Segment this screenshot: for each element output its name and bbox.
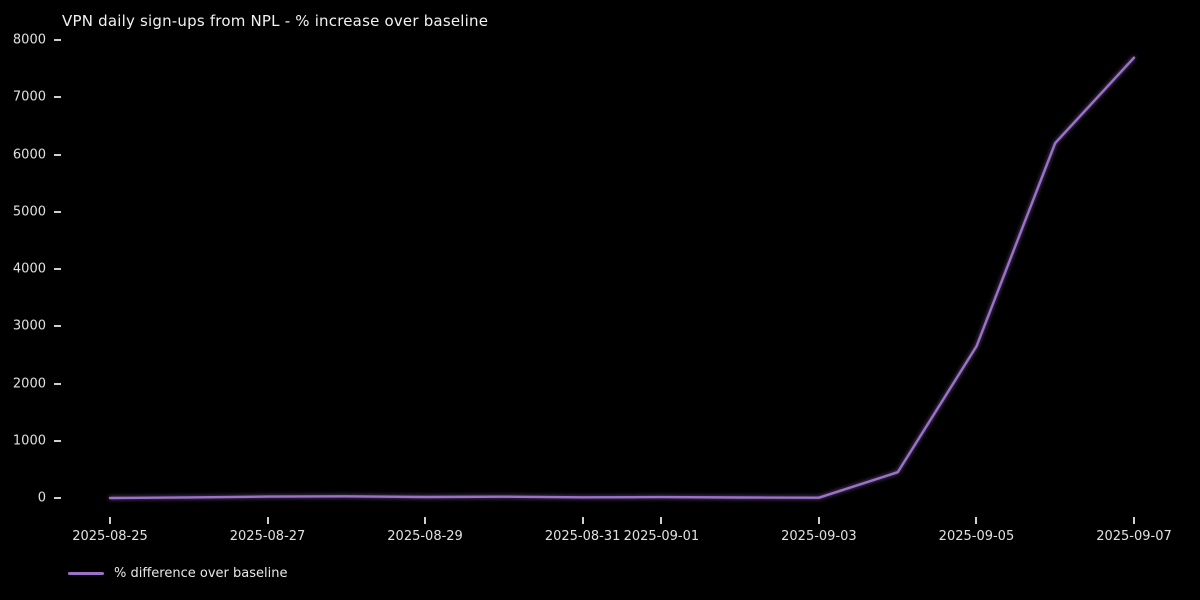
x-tick-label: 2025-08-31 bbox=[544, 529, 621, 544]
y-tick-label: 3000 bbox=[12, 318, 46, 334]
y-tick-label: 4000 bbox=[12, 261, 46, 277]
x-tick-label: 2025-09-07 bbox=[1096, 529, 1172, 544]
x-tick-label: 2025-08-29 bbox=[387, 529, 463, 544]
x-tick-label: 2025-08-25 bbox=[72, 529, 148, 544]
y-tick-mark bbox=[54, 153, 61, 156]
y-tick-label: 8000 bbox=[12, 32, 46, 48]
x-tick-mark bbox=[424, 517, 427, 524]
y-tick-label: 2000 bbox=[12, 376, 46, 391]
chart-title: VPN daily sign-ups from NPL - % increase… bbox=[62, 12, 489, 30]
x-tick-mark bbox=[1133, 517, 1135, 524]
x-tick-mark bbox=[817, 517, 820, 524]
y-tick-label: 5000 bbox=[12, 204, 46, 220]
legend-line-swatch bbox=[68, 572, 104, 575]
y-tick-label: 1000 bbox=[12, 433, 46, 449]
y-tick-mark bbox=[54, 325, 61, 328]
y-tick-mark bbox=[54, 210, 61, 213]
legend: % difference over baseline bbox=[68, 566, 287, 581]
x-tick-label: 2025-09-01 bbox=[623, 529, 700, 544]
x-tick-mark bbox=[109, 517, 111, 524]
y-tick-mark bbox=[54, 268, 61, 270]
y-tick-label: 7000 bbox=[12, 89, 46, 105]
x-tick-mark bbox=[266, 517, 269, 524]
x-tick-label: 2025-09-03 bbox=[781, 529, 857, 544]
y-tick-mark bbox=[54, 96, 61, 99]
y-tick-mark bbox=[54, 439, 61, 442]
x-tick-mark bbox=[660, 517, 663, 524]
y-tick-mark bbox=[54, 39, 61, 41]
y-tick-label: 0 bbox=[37, 490, 46, 506]
x-tick-label: 2025-09-05 bbox=[938, 529, 1015, 544]
x-tick-mark bbox=[581, 517, 584, 524]
legend-label: % difference over baseline bbox=[114, 566, 288, 581]
series-line bbox=[108, 56, 1136, 500]
x-tick-label: 2025-08-27 bbox=[229, 529, 306, 544]
y-tick-mark bbox=[54, 382, 61, 385]
x-tick-mark bbox=[975, 517, 978, 524]
y-tick-mark bbox=[54, 497, 61, 499]
y-tick-label: 6000 bbox=[12, 147, 46, 162]
